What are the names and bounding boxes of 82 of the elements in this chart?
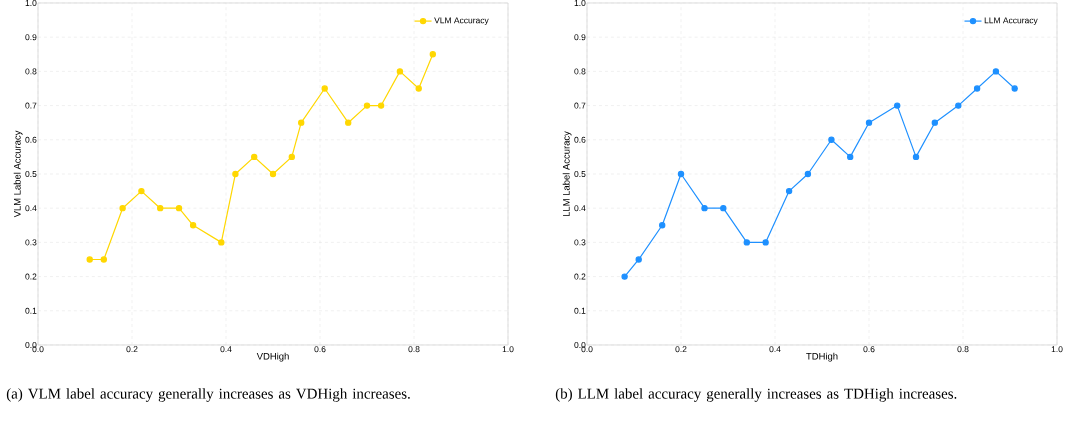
point bbox=[175, 205, 183, 212]
point bbox=[415, 85, 422, 92]
y-tick-label: 1.0 bbox=[25, 0, 37, 6]
legend-label: VLM Accuracy bbox=[434, 17, 489, 26]
legend-label: LLM Accuracy bbox=[984, 17, 1038, 26]
point bbox=[269, 170, 277, 178]
point bbox=[232, 170, 239, 178]
text: (a) VLM label accuracy generally increases as VDHigh increases. bbox=[6, 388, 410, 402]
point bbox=[743, 239, 750, 246]
point bbox=[189, 222, 197, 229]
point bbox=[804, 170, 812, 178]
point bbox=[218, 239, 225, 246]
x-tick-label: 0.0 bbox=[32, 346, 44, 353]
y-axis-title: LLM Label Accuracy bbox=[562, 131, 572, 217]
x-tick-label: 0.8 bbox=[408, 346, 420, 353]
x-tick-label: 0.6 bbox=[863, 346, 875, 353]
x-tick-label: 0.2 bbox=[126, 346, 138, 353]
y-tick-label: 0.0 bbox=[574, 341, 586, 348]
point bbox=[377, 102, 385, 109]
point bbox=[1011, 85, 1018, 92]
point bbox=[992, 68, 1000, 75]
point bbox=[298, 119, 305, 126]
x-tick-label: 1.0 bbox=[1051, 346, 1063, 353]
y-tick-label: 0.4 bbox=[25, 205, 37, 212]
point bbox=[345, 119, 352, 126]
text: (b) LLM label accuracy generally increases as TDHigh increases. bbox=[555, 388, 957, 402]
point bbox=[931, 119, 938, 126]
point bbox=[701, 205, 708, 212]
y-tick-label: 0.5 bbox=[574, 170, 586, 177]
y-tick-label: 0.6 bbox=[25, 136, 37, 143]
point bbox=[251, 153, 258, 161]
y-tick-label: 0.9 bbox=[574, 34, 586, 41]
y-tick-label: 0.2 bbox=[574, 273, 586, 280]
point bbox=[429, 51, 436, 58]
y-tick-label: 0.6 bbox=[574, 136, 586, 143]
point bbox=[865, 119, 873, 126]
point bbox=[288, 153, 295, 161]
y-tick-label: 0.7 bbox=[25, 102, 37, 109]
x-tick-label: 0.2 bbox=[675, 346, 687, 353]
x-tick-label: 0.4 bbox=[220, 346, 232, 353]
point bbox=[157, 205, 164, 212]
point bbox=[677, 170, 685, 178]
point bbox=[396, 68, 404, 75]
point bbox=[894, 102, 901, 109]
point bbox=[635, 256, 642, 263]
point bbox=[828, 136, 835, 143]
x-tick-label: 0.0 bbox=[581, 346, 593, 353]
point bbox=[621, 273, 628, 280]
y-tick-label: 1.0 bbox=[574, 0, 586, 6]
x-axis-title: TDHigh bbox=[806, 352, 838, 362]
y-tick-label: 0.5 bbox=[25, 170, 37, 177]
y-tick-label: 0.9 bbox=[25, 34, 37, 41]
y-tick-label: 0.1 bbox=[574, 307, 586, 314]
point bbox=[847, 153, 854, 161]
y-tick-label: 0.8 bbox=[25, 68, 37, 75]
y-tick-label: 0.7 bbox=[574, 102, 586, 109]
point bbox=[86, 256, 93, 263]
x-tick-label: 0.4 bbox=[769, 346, 781, 353]
point bbox=[785, 187, 793, 195]
y-tick-label: 0.8 bbox=[574, 68, 586, 75]
point bbox=[363, 102, 371, 109]
y-tick-label: 0.3 bbox=[574, 239, 586, 246]
point bbox=[912, 153, 920, 161]
point bbox=[100, 256, 107, 263]
y-axis-title: VLM Label Accuracy bbox=[13, 130, 23, 218]
y-tick-label: 0.4 bbox=[574, 205, 586, 212]
y-tick-label: 0.1 bbox=[25, 307, 37, 314]
point bbox=[762, 239, 769, 246]
y-tick-label: 0.3 bbox=[25, 239, 37, 246]
y-tick-label: 0.2 bbox=[25, 273, 37, 280]
x-tick-label: 1.0 bbox=[502, 346, 514, 353]
point bbox=[955, 102, 962, 109]
point bbox=[973, 85, 981, 92]
x-tick-label: 0.6 bbox=[314, 346, 326, 353]
point bbox=[720, 205, 727, 212]
x-tick-label: 0.8 bbox=[957, 346, 969, 353]
point bbox=[659, 222, 666, 229]
point bbox=[119, 205, 126, 212]
point bbox=[321, 85, 328, 92]
x-axis-title: VDHigh bbox=[256, 352, 289, 362]
y-tick-label: 0.0 bbox=[25, 341, 37, 348]
point bbox=[138, 187, 145, 195]
